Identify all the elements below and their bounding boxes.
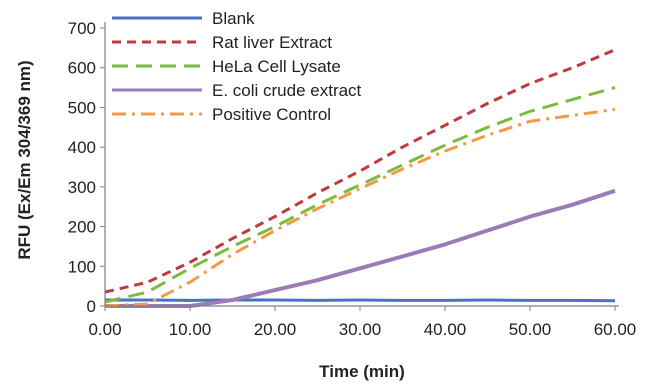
axes bbox=[100, 22, 619, 311]
legend-label-1: Rat liver Extract bbox=[212, 33, 332, 52]
legend-label-2: HeLa Cell Lysate bbox=[212, 57, 341, 76]
x-tick-label: 20.00 bbox=[254, 320, 297, 339]
x-tick-label: 10.00 bbox=[169, 320, 212, 339]
y-tick-label: 400 bbox=[68, 138, 96, 157]
legend-label-4: Positive Control bbox=[212, 105, 331, 124]
x-axis-title: Time (min) bbox=[319, 362, 405, 381]
y-tick-label: 700 bbox=[68, 19, 96, 38]
legend: Blank Rat liver Extract HeLa Cell Lysate E.… bbox=[112, 9, 362, 124]
plot-area bbox=[104, 48, 616, 308]
y-tick-label: 100 bbox=[68, 257, 96, 276]
legend-label-3: E. coli crude extract bbox=[212, 81, 362, 100]
x-tick-label: 0.00 bbox=[88, 320, 121, 339]
series-line-0 bbox=[105, 298, 616, 303]
y-tick-label: 300 bbox=[68, 178, 96, 197]
x-tick-label: 30.00 bbox=[339, 320, 382, 339]
y-tick-label: 600 bbox=[68, 59, 96, 78]
x-tick-label: 60.00 bbox=[594, 320, 637, 339]
y-tick-label: 200 bbox=[68, 218, 96, 237]
y-tick-label: 500 bbox=[68, 98, 96, 117]
tick-labels: 0 100 200 300 400 500 600 700 0.00 10.00 20.00 30.0… bbox=[68, 19, 637, 339]
series-line-3 bbox=[105, 188, 616, 308]
x-tick-label: 50.00 bbox=[509, 320, 552, 339]
series-line-2 bbox=[104, 86, 616, 304]
series-line-4 bbox=[104, 107, 616, 308]
series-line-1 bbox=[104, 48, 616, 294]
y-axis-title: RFU (Ex/Em 304/369 nm) bbox=[15, 60, 34, 259]
y-tick-label: 0 bbox=[87, 297, 96, 316]
x-tick-label: 40.00 bbox=[424, 320, 467, 339]
legend-label-0: Blank bbox=[212, 9, 255, 28]
